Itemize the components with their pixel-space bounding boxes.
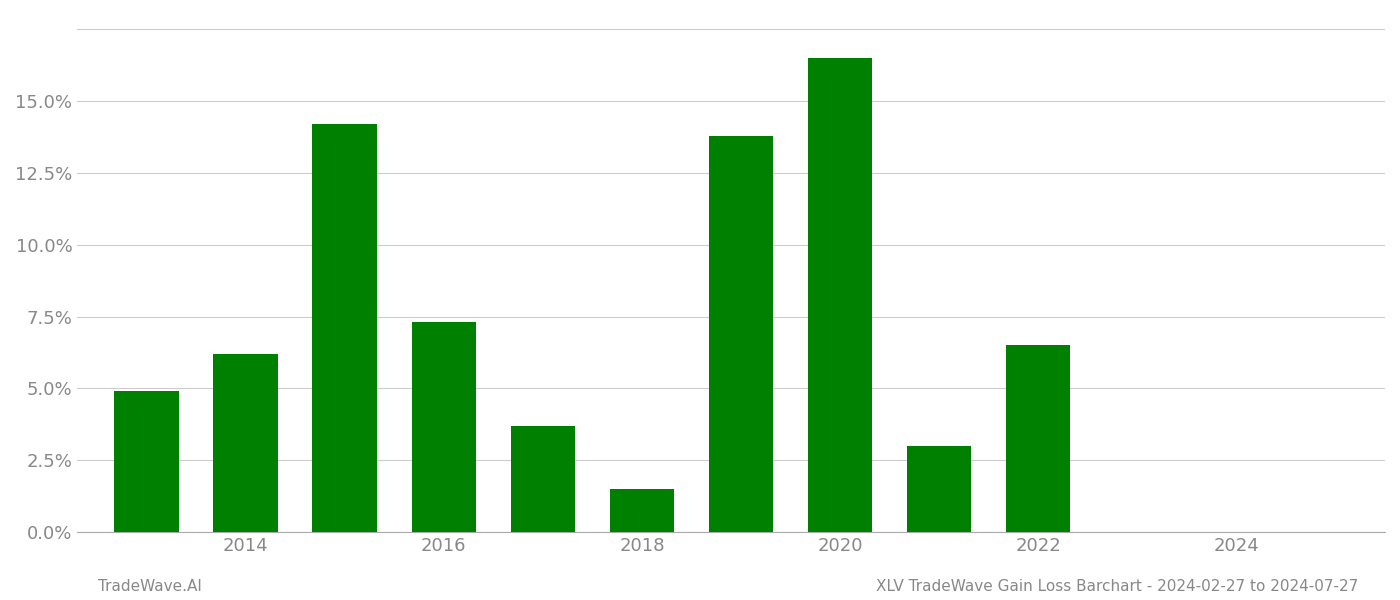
Bar [213, 354, 277, 532]
Text: TradeWave.AI: TradeWave.AI [98, 579, 202, 594]
Bar [808, 58, 872, 532]
Bar [115, 391, 179, 532]
Bar [412, 322, 476, 532]
Bar [511, 426, 575, 532]
Bar [1007, 346, 1071, 532]
Bar [312, 124, 377, 532]
Bar [708, 136, 773, 532]
Bar [907, 446, 972, 532]
Text: XLV TradeWave Gain Loss Barchart - 2024-02-27 to 2024-07-27: XLV TradeWave Gain Loss Barchart - 2024-… [876, 579, 1358, 594]
Bar [609, 489, 673, 532]
